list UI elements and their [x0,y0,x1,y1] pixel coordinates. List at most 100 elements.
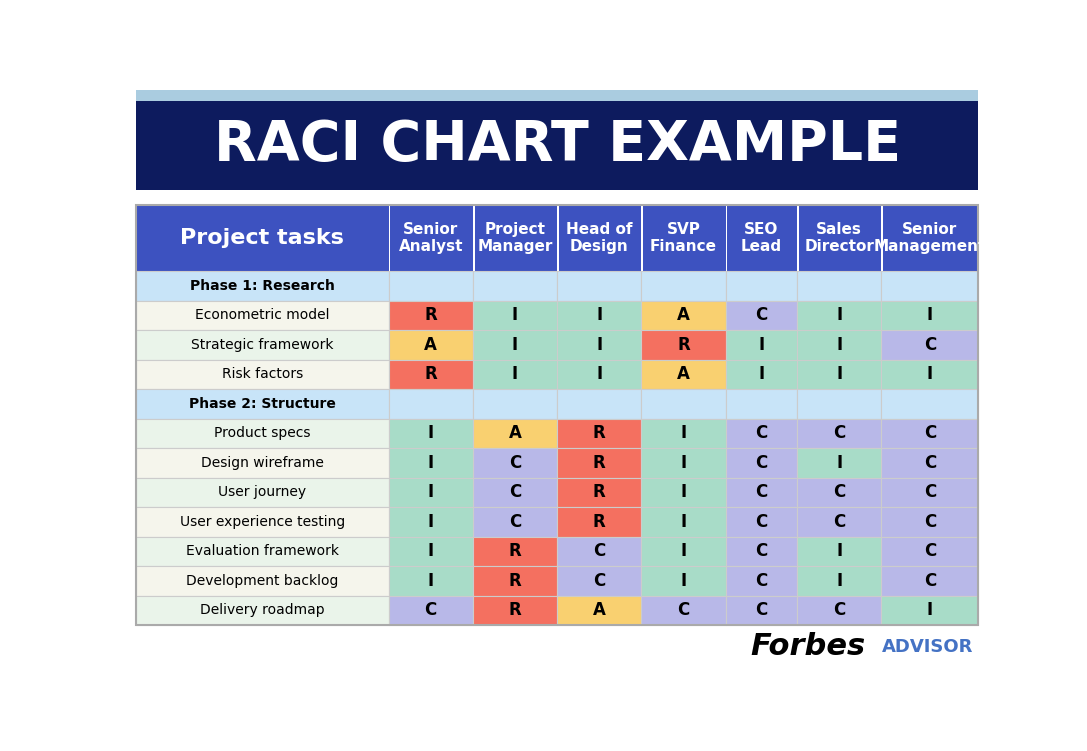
Bar [797,300,882,330]
Text: Product specs: Product specs [214,427,311,440]
Text: RACI CHART EXAMPLE: RACI CHART EXAMPLE [213,119,901,172]
Bar [882,204,883,271]
Text: I: I [427,454,434,472]
Text: R: R [592,424,605,442]
Text: C: C [833,513,846,531]
Bar [797,204,799,271]
Text: C: C [594,542,605,560]
Text: C: C [509,513,521,531]
Bar [473,536,557,566]
Text: R: R [509,572,522,590]
Bar [136,204,978,271]
Bar [473,330,557,360]
Bar [641,330,726,360]
Bar [558,536,641,566]
Bar [726,330,797,360]
Text: C: C [924,542,936,560]
Bar [882,300,978,330]
Bar [797,566,882,596]
Text: C: C [833,602,846,620]
Bar [136,418,389,448]
Bar [797,448,882,478]
Bar [797,596,882,625]
Bar [473,204,475,271]
Bar [136,536,389,566]
Text: I: I [596,306,602,324]
Bar [136,389,389,418]
Text: C: C [924,484,936,502]
Bar [389,271,473,300]
Text: I: I [759,365,764,383]
Text: I: I [927,306,933,324]
Bar [136,448,389,478]
Bar [641,360,726,389]
Text: C: C [755,572,767,590]
Bar [389,596,473,625]
Text: Project tasks: Project tasks [180,228,345,248]
Bar [641,418,726,448]
Bar [473,448,557,478]
Text: SEO
Lead: SEO Lead [741,222,782,254]
Bar [726,566,797,596]
Bar [726,507,797,536]
Bar [473,507,557,536]
Text: I: I [427,572,434,590]
Bar [558,389,641,418]
Text: Econometric model: Econometric model [195,309,329,322]
Bar [797,478,882,507]
Bar [136,190,978,204]
Bar [558,478,641,507]
Bar [641,271,726,300]
Bar [882,536,978,566]
Bar [558,596,641,625]
Text: ADVISOR: ADVISOR [882,638,973,656]
Bar [136,478,389,507]
Bar [389,330,473,360]
Text: C: C [755,484,767,502]
Bar [389,536,473,566]
Bar [389,204,390,271]
Bar [641,478,726,507]
Bar [558,271,641,300]
Bar [389,300,473,330]
Text: C: C [755,542,767,560]
Bar [136,90,978,101]
Text: I: I [680,513,687,531]
Text: I: I [836,542,842,560]
Text: I: I [427,484,434,502]
Bar [389,566,473,596]
Bar [797,507,882,536]
Bar [136,596,389,625]
Bar [473,389,557,418]
Text: I: I [927,365,933,383]
Bar [136,271,389,300]
Text: C: C [924,336,936,354]
Text: I: I [836,365,842,383]
Bar [797,536,882,566]
Bar [882,271,978,300]
Text: Project
Manager: Project Manager [477,222,552,254]
Text: Phase 1: Research: Phase 1: Research [190,279,335,293]
Text: User journey: User journey [218,485,307,499]
Bar [136,300,389,330]
Bar [641,536,726,566]
Bar [558,507,641,536]
Text: I: I [836,454,842,472]
Bar [726,389,797,418]
Bar [882,478,978,507]
Bar [726,204,727,271]
Text: Evaluation framework: Evaluation framework [186,544,339,558]
Bar [136,204,978,625]
Text: Senior
Management: Senior Management [874,222,986,254]
Bar [797,271,882,300]
Bar [641,389,726,418]
Text: R: R [424,365,437,383]
Text: SVP
Finance: SVP Finance [650,222,717,254]
Text: C: C [755,513,767,531]
Bar [882,389,978,418]
Bar [797,418,882,448]
Text: R: R [677,336,690,354]
Bar [797,389,882,418]
Text: I: I [836,336,842,354]
Text: I: I [427,513,434,531]
